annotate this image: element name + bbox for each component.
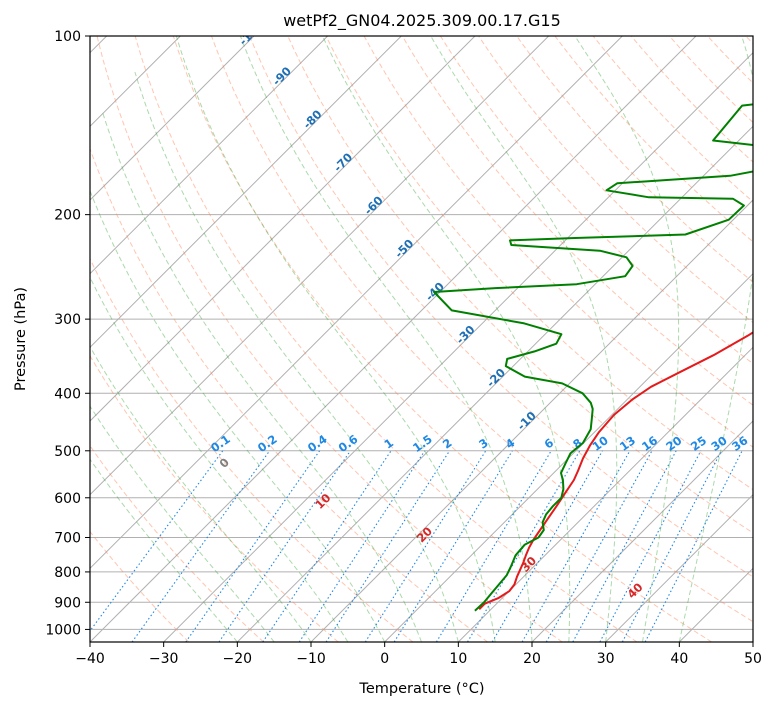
isotherm-line bbox=[531, 420, 753, 642]
mixing-ratio-line bbox=[491, 450, 603, 642]
x-tick-label: −30 bbox=[149, 651, 179, 667]
moist-adiabat-line bbox=[574, 36, 680, 642]
mixing-ratio-line bbox=[185, 450, 321, 642]
plot-frame bbox=[89, 35, 754, 643]
y-tick-label: 900 bbox=[54, 595, 81, 611]
dewpoint-profile-line bbox=[433, 103, 753, 612]
dry-adiabat-line bbox=[516, 36, 753, 283]
dry-adiabat-line bbox=[90, 354, 339, 642]
mixing-ratio-line bbox=[435, 450, 552, 642]
moist-adiabat-line bbox=[90, 276, 349, 642]
isotherm-line bbox=[90, 36, 329, 275]
x-tick-label: 50 bbox=[744, 651, 762, 667]
dry-adiabat-line bbox=[134, 36, 638, 642]
isotherm-line bbox=[457, 346, 753, 642]
isotherm-line bbox=[310, 199, 753, 642]
moist-adiabat-line bbox=[430, 36, 618, 642]
isotherm-line bbox=[90, 36, 476, 422]
moist-adiabat-line bbox=[239, 36, 533, 642]
isotherm-line bbox=[90, 36, 402, 349]
x-tick-label: 10 bbox=[449, 651, 467, 667]
dry-adiabat-line bbox=[249, 36, 753, 578]
isotherm-line bbox=[90, 36, 255, 201]
y-tick-label: 300 bbox=[54, 312, 81, 328]
x-tick-label: −20 bbox=[223, 651, 253, 667]
x-tick-label: 0 bbox=[380, 651, 389, 667]
dry-adiabat-line bbox=[96, 36, 563, 642]
x-tick-label: 40 bbox=[670, 651, 688, 667]
isotherm-line bbox=[605, 493, 753, 642]
dry-adiabat-line bbox=[172, 36, 712, 642]
x-tick-label: 20 bbox=[523, 651, 541, 667]
dry-adiabat-line bbox=[439, 36, 753, 365]
moist-adiabat-line bbox=[134, 71, 459, 642]
y-tick-label: 200 bbox=[54, 208, 81, 224]
mixing-ratio-line bbox=[521, 450, 631, 642]
axis-ticks: −40 −30 −20 −10 0 10 20 30 40 50 1000 900 800 700 600 5… bbox=[45, 29, 762, 667]
x-tick-label: −10 bbox=[296, 651, 326, 667]
mixing-ratio-line bbox=[131, 450, 271, 642]
isotherm-line bbox=[384, 272, 753, 642]
isotherm-line bbox=[163, 51, 753, 642]
isotherm-line bbox=[90, 36, 623, 570]
y-tick-label: 500 bbox=[54, 444, 81, 460]
y-tick-label: 1000 bbox=[45, 622, 81, 638]
mixing-ratio-line bbox=[467, 450, 581, 642]
moist-adiabat-line bbox=[90, 458, 238, 642]
dry-adiabat-line bbox=[90, 257, 414, 642]
dry-adiabat-line bbox=[90, 444, 264, 642]
profile-lines bbox=[433, 103, 753, 612]
y-axis-title: Pressure (hPa) bbox=[13, 287, 29, 391]
mixing-ratio-line bbox=[218, 450, 351, 642]
y-tick-label: 400 bbox=[54, 386, 81, 402]
dry-adiabat-line bbox=[211, 36, 753, 623]
moist-adiabat-line bbox=[678, 36, 753, 642]
temperature-profile-line bbox=[478, 331, 753, 611]
moist-adiabat-line bbox=[90, 345, 312, 642]
mixing-ratio-line bbox=[599, 450, 702, 642]
y-tick-label: 800 bbox=[54, 565, 81, 581]
isotherm-line bbox=[90, 36, 550, 496]
dry-adiabat-line bbox=[325, 36, 753, 491]
dry-adiabat-line bbox=[90, 147, 488, 642]
background-lines bbox=[90, 36, 753, 642]
dry-adiabat-line bbox=[90, 530, 190, 642]
mixing-ratio-line bbox=[393, 450, 513, 642]
y-tick-label: 100 bbox=[54, 29, 81, 45]
chart-title: wetPf2_GN04.2025.309.00.17.G15 bbox=[283, 11, 561, 31]
x-tick-label: 30 bbox=[597, 651, 615, 667]
y-tick-label: 600 bbox=[54, 491, 81, 507]
isotherm-line bbox=[90, 36, 697, 642]
mixing-ratio-line bbox=[545, 450, 653, 642]
mixing-ratio-line bbox=[572, 450, 677, 642]
x-tick-label: −40 bbox=[75, 651, 105, 667]
y-tick-label: 700 bbox=[54, 531, 81, 547]
isotherm-line bbox=[236, 125, 753, 642]
mixing-ratio-line bbox=[364, 450, 487, 642]
x-axis-title: Temperature (°C) bbox=[358, 681, 484, 697]
moist-adiabat-line bbox=[102, 113, 422, 642]
